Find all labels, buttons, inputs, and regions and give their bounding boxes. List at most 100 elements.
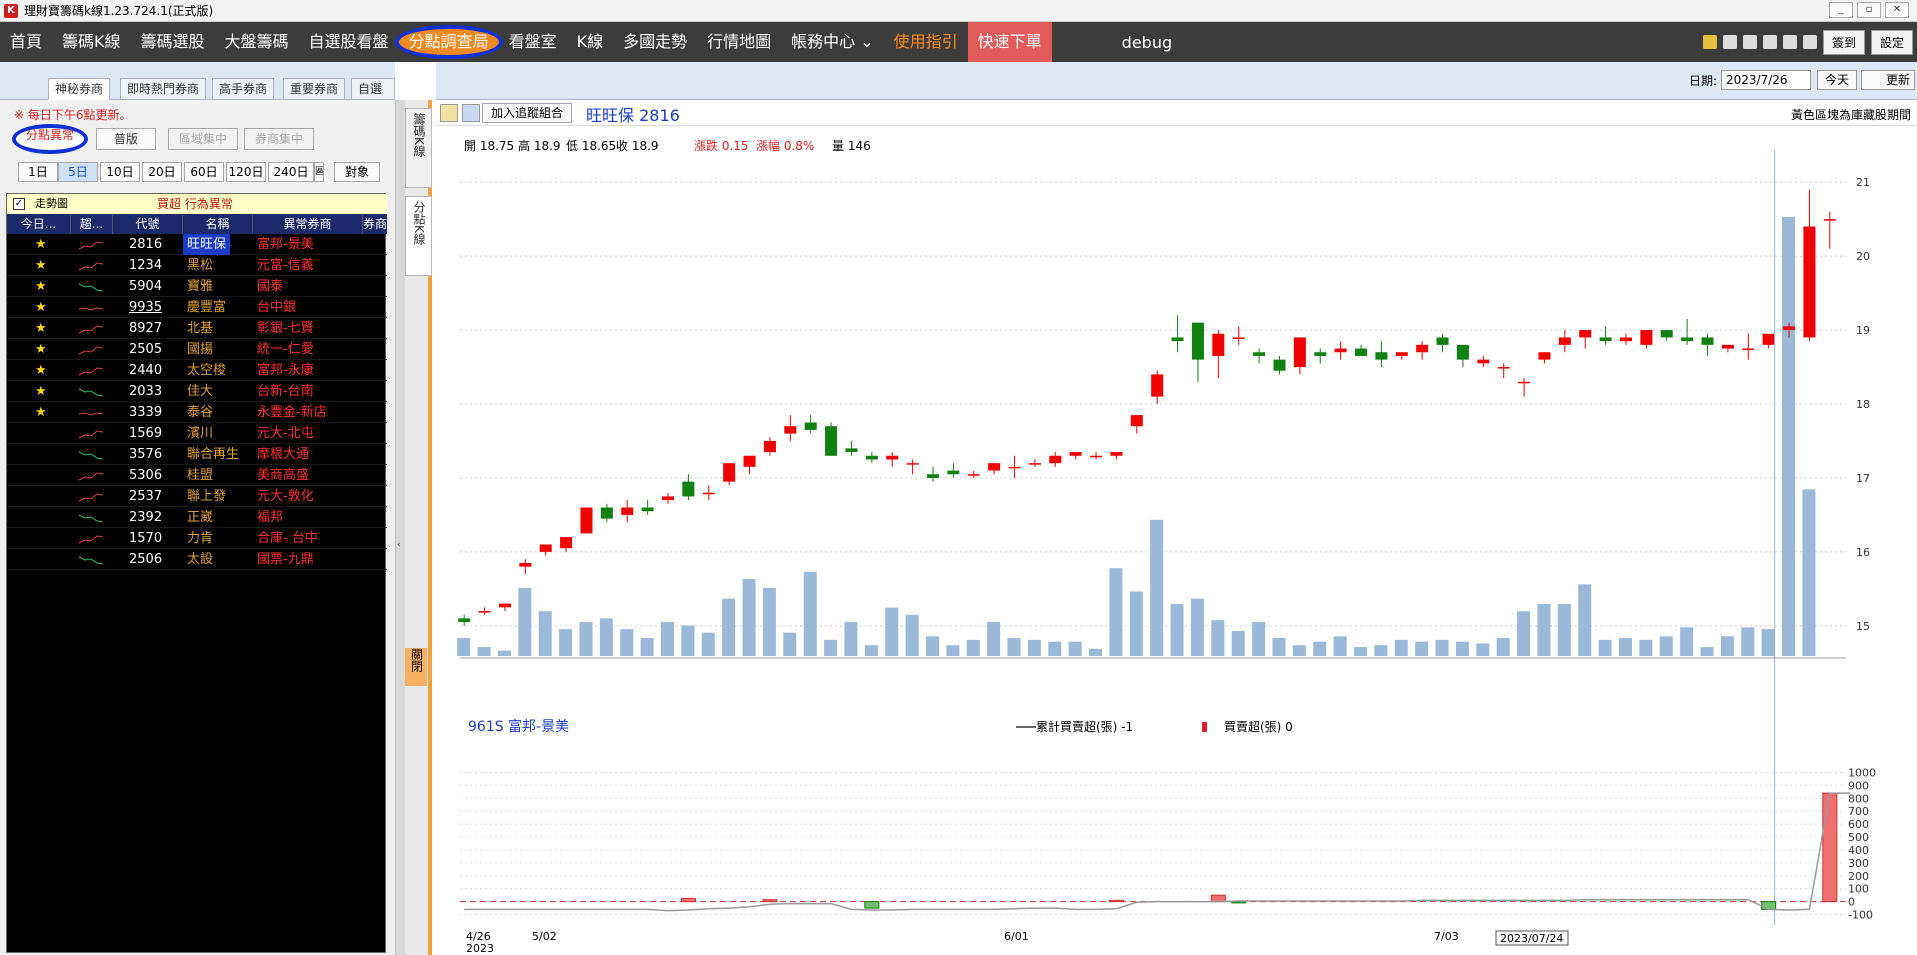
candle-body (1558, 337, 1571, 345)
target-button[interactable]: 對象 (334, 162, 380, 182)
table-row[interactable]: 2392 正崴 福邦 (7, 507, 387, 528)
date-input[interactable]: 2023/7/26 (1721, 70, 1811, 90)
close-button[interactable]: ✕ (1885, 2, 1909, 18)
menu-kline[interactable]: K線 (576, 32, 604, 51)
restore-button[interactable]: ▫ (1857, 2, 1881, 18)
table-row[interactable]: ★ 2033 佳大 台新-台南 (7, 381, 387, 402)
broker-concentration-button[interactable]: 券商集中 (244, 128, 314, 150)
col-code[interactable]: 代號 (113, 214, 183, 234)
volume-bar (1272, 638, 1286, 656)
close-panel-button[interactable]: 關閉 (405, 648, 427, 686)
volume-bar (497, 650, 511, 656)
table-row[interactable]: ★ 2440 太空梭 富邦-永康 (7, 360, 387, 381)
period-120d[interactable]: 120日 (226, 162, 266, 182)
menu-account-center[interactable]: 帳務中心 ⌄ (791, 32, 874, 51)
table-row[interactable]: ★ 1234 黑松 元富-信義 (7, 255, 387, 276)
col-today[interactable]: 今日... (7, 214, 71, 234)
table-row[interactable]: ★ 5904 寶雅 國泰 (7, 276, 387, 297)
period-range[interactable]: 區 (314, 162, 324, 182)
period-20d[interactable]: 20日 (142, 162, 182, 182)
refresh-button[interactable]: 更新 (1861, 70, 1915, 90)
volume-bar (599, 618, 613, 656)
region-concentration-button[interactable]: 區域集中 (168, 128, 238, 150)
tab-branch-kline[interactable]: 分點K線 (405, 196, 432, 276)
col-broker[interactable]: 異常券商 (253, 214, 363, 234)
table-row[interactable]: 2537 聯上發 元大-敦化 (7, 486, 387, 507)
trend-sparkline-icon (78, 346, 104, 355)
trend-checkbox[interactable]: ✓ (13, 198, 25, 210)
panel-splitter[interactable]: ‹ (395, 100, 405, 955)
table-row[interactable]: 5306 桂盟 美商高盛 (7, 465, 387, 486)
volume-bar (1639, 639, 1653, 656)
volume-bar (1720, 636, 1734, 656)
period-10d[interactable]: 10日 (100, 162, 140, 182)
col-broker2[interactable]: 券商 (363, 217, 388, 231)
menu-market-chips[interactable]: 大盤籌碼 (224, 32, 289, 51)
anomaly-broker: 元大-北屯 (257, 426, 314, 441)
menu-market-map[interactable]: 行情地圖 (707, 32, 772, 51)
megaphone-icon[interactable] (1722, 35, 1737, 49)
period-240d[interactable]: 240日 (268, 162, 314, 182)
calendar-icon[interactable] (1782, 35, 1797, 49)
menu-global-trends[interactable]: 多國走勢 (623, 32, 688, 51)
period-60d[interactable]: 60日 (184, 162, 224, 182)
candle-body (1456, 344, 1469, 360)
table-row[interactable]: ★ 8927 北基 彰銀-七賢 (7, 318, 387, 339)
menu-watchlist[interactable]: 自選股看盤 (308, 32, 389, 51)
menu-quick-order[interactable]: 快速下單 (967, 22, 1052, 62)
headset-icon[interactable] (1742, 35, 1757, 49)
minimize-button[interactable]: _ (1829, 2, 1853, 18)
volume-bar (885, 607, 899, 656)
table-row[interactable]: ★ 2816 旺旺保 富邦-景美 (7, 234, 387, 255)
volume-bar (762, 587, 776, 656)
period-1d[interactable]: 1日 (18, 162, 58, 182)
col-name[interactable]: 名稱 (183, 214, 253, 234)
grid-icon[interactable] (1802, 35, 1817, 49)
kline-chart[interactable]: 15 16 17 18 19 20 21 -100010020030040050060070… (436, 126, 1917, 955)
open-folder-icon[interactable] (440, 104, 458, 122)
table-row[interactable]: 2506 太設 國票-九鼎 (7, 549, 387, 570)
settings-button[interactable]: 設定 (1870, 29, 1913, 55)
window-icon[interactable] (1762, 35, 1777, 49)
menu-chip-screener[interactable]: 籌碼選股 (140, 32, 205, 51)
tab-chip-kline[interactable]: 籌碼K線 (405, 108, 432, 188)
menu-home[interactable]: 首頁 (10, 32, 43, 51)
table-row[interactable]: ★ 9935 慶豐富 台中銀 (7, 297, 387, 318)
volume-bar (1252, 621, 1266, 656)
candle-body (1253, 352, 1266, 356)
tab-expert-broker[interactable]: 高手券商 (212, 78, 275, 100)
trend-label: 走勢圖 (35, 197, 68, 210)
menu-user-guide[interactable]: 使用指引 (893, 32, 958, 51)
y-tick: 19 (1856, 324, 1870, 337)
tab-custom-broker[interactable]: 自選券商 (351, 78, 395, 116)
tab-key-broker[interactable]: 重要券商 (283, 78, 346, 100)
anomaly-broker: 富邦-永康 (257, 363, 314, 378)
table-row[interactable]: ★ 2505 國揚 統一-仁愛 (7, 339, 387, 360)
checkin-button[interactable]: 簽到 (1822, 29, 1865, 55)
today-button[interactable]: 今天 (1817, 70, 1857, 90)
tab-hot-broker[interactable]: 即時熱門券商 (120, 78, 207, 100)
tab-mystery-broker[interactable]: 神秘券商 (48, 78, 111, 100)
volume-bar (1761, 629, 1775, 656)
volume-bar (1435, 639, 1449, 656)
table-row[interactable]: ★ 3339 泰谷 永豐金-新店 (7, 402, 387, 423)
branch-anomaly-button[interactable]: 分點異常 (12, 124, 88, 154)
candle-body (1395, 352, 1408, 356)
table-row[interactable]: 1570 力肯 合庫- 台中 (7, 528, 387, 549)
candle-body (641, 507, 654, 512)
collapse-arrow-icon[interactable]: ‹ (397, 540, 401, 550)
table-row[interactable]: 1569 濱川 元大-北屯 (7, 423, 387, 444)
save-icon[interactable] (462, 104, 480, 122)
table-row[interactable]: 3576 聯合再生 摩根大通 (7, 444, 387, 465)
menu-chip-kline[interactable]: 籌碼K線 (62, 32, 121, 51)
vertical-tabs: 籌碼K線 分點K線 關閉 (405, 100, 432, 955)
col-trend[interactable]: 趨... (71, 214, 113, 234)
add-tracking-button[interactable]: 加入追蹤組合 (482, 103, 573, 123)
candle-body (539, 544, 552, 552)
menu-trading-room[interactable]: 看盤室 (508, 32, 557, 51)
period-5d[interactable]: 5日 (58, 162, 98, 182)
volume-bar (1618, 638, 1632, 656)
standard-edition-button[interactable]: 普版 (96, 128, 156, 150)
memo-icon[interactable] (1702, 35, 1717, 49)
menu-branch-investigation[interactable]: 分點調查局 (394, 22, 503, 62)
